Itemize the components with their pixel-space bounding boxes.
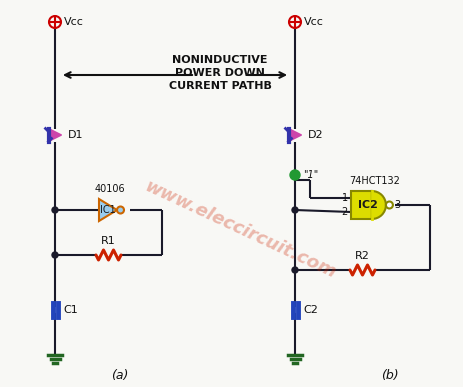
- Text: (a): (a): [111, 368, 129, 382]
- Text: 2: 2: [342, 207, 348, 217]
- Polygon shape: [49, 128, 62, 142]
- Text: R1: R1: [101, 236, 116, 246]
- Circle shape: [386, 202, 393, 209]
- Circle shape: [292, 267, 298, 273]
- Polygon shape: [99, 199, 117, 221]
- Text: 40106: 40106: [95, 184, 125, 194]
- Text: D1: D1: [68, 130, 83, 140]
- Text: NONINDUCTIVE
POWER DOWN
CURRENT PATHB: NONINDUCTIVE POWER DOWN CURRENT PATHB: [169, 55, 271, 91]
- Text: D2: D2: [307, 130, 323, 140]
- Circle shape: [292, 207, 298, 213]
- Text: (b): (b): [381, 368, 399, 382]
- Text: IC1: IC1: [100, 205, 116, 215]
- Text: R2: R2: [355, 251, 370, 261]
- Text: www.eleccircuit.com: www.eleccircuit.com: [141, 178, 338, 283]
- Text: Vcc: Vcc: [64, 17, 84, 27]
- Circle shape: [52, 252, 58, 258]
- Text: C2: C2: [304, 305, 319, 315]
- Text: IC2: IC2: [358, 200, 378, 210]
- Circle shape: [52, 207, 58, 213]
- Text: "1": "1": [303, 170, 318, 180]
- Text: 1: 1: [342, 193, 348, 203]
- Text: Vcc: Vcc: [304, 17, 324, 27]
- Circle shape: [290, 170, 300, 180]
- Wedge shape: [372, 191, 386, 219]
- Text: 74HCT132: 74HCT132: [350, 176, 400, 186]
- Text: 3: 3: [394, 200, 400, 210]
- Polygon shape: [288, 128, 301, 142]
- FancyBboxPatch shape: [351, 191, 372, 219]
- Circle shape: [117, 207, 124, 214]
- Text: C1: C1: [63, 305, 78, 315]
